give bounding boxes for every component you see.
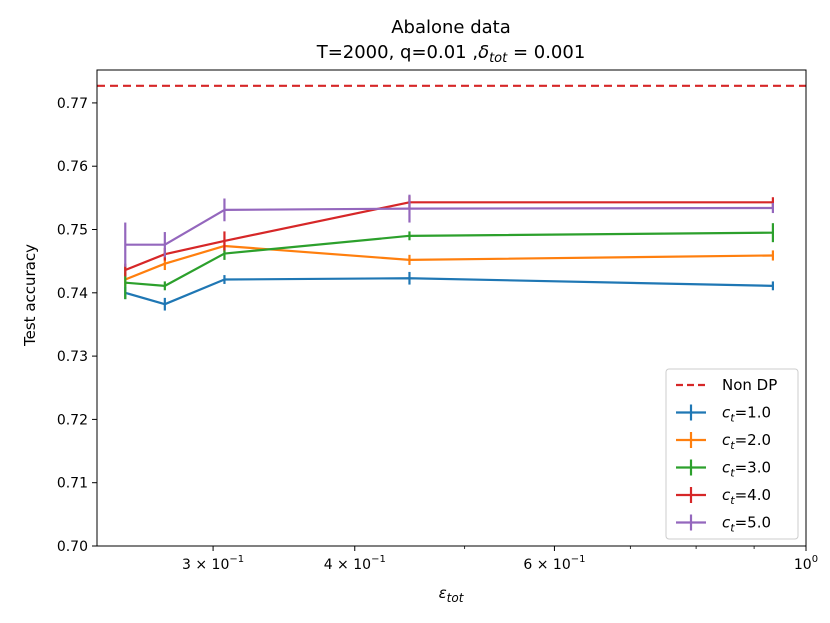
x-tick-label-exp-1: −1 xyxy=(229,554,244,565)
legend-label-series-1: ct=1.0 xyxy=(722,404,771,425)
legend-label-value-1: =1.0 xyxy=(735,404,771,422)
x-tick-label-4: 100 xyxy=(794,554,818,573)
legend-label-symbol-1: c xyxy=(722,404,731,422)
y-axis-label: Test accuracy xyxy=(21,244,39,347)
subtitle-delta-sub: tot xyxy=(489,51,508,66)
chart-subtitle: T=2000, q=0.01 ,δtot = 0.001 xyxy=(316,42,586,66)
legend-label-series-2: ct=2.0 xyxy=(722,431,771,452)
legend-label-symbol-5: c xyxy=(722,514,731,532)
x-tick-label-base-2: 4 × 10 xyxy=(324,557,371,573)
y-tick-label-4: 0.73 xyxy=(57,349,88,365)
legend-box xyxy=(665,368,799,540)
legend-label-non-dp: Non DP xyxy=(722,376,777,394)
legend-label-series-5: ct=5.0 xyxy=(722,514,771,535)
legend-label-sub-5: t xyxy=(730,522,735,535)
y-tick-label-8: 0.77 xyxy=(57,96,88,112)
legend-label-value-2: =2.0 xyxy=(735,431,771,449)
x-tick-label-2: 4 × 10−1 xyxy=(324,554,386,573)
legend-label-sub-1: t xyxy=(730,412,735,425)
x-tick-label-3: 6 × 10−1 xyxy=(523,554,585,573)
legend-label-symbol-3: c xyxy=(722,459,731,477)
subtitle-suffix: = 0.001 xyxy=(507,42,585,63)
y-tick-label-7: 0.76 xyxy=(57,159,88,175)
x-tick-label-1: 3 × 10−1 xyxy=(182,554,244,573)
x-tick-label-exp-3: −1 xyxy=(571,554,586,565)
legend-label-value-5: =5.0 xyxy=(735,514,771,532)
plot-area: 0.700.710.720.730.740.750.760.773 × 10−1… xyxy=(57,69,818,573)
y-tick-label-5: 0.74 xyxy=(57,286,88,302)
y-tick-label-3: 0.72 xyxy=(57,412,88,428)
legend-label-symbol-4: c xyxy=(722,486,731,504)
legend-label-sub-2: t xyxy=(730,439,735,452)
legend-label-value-4: =4.0 xyxy=(735,486,771,504)
legend-label-sub-4: t xyxy=(730,494,735,507)
x-tick-label-base-3: 6 × 10 xyxy=(523,557,570,573)
chart-title: Abalone data xyxy=(391,17,511,38)
x-tick-label-exp-4: 0 xyxy=(812,554,818,565)
legend-label-series-4: ct=4.0 xyxy=(722,486,771,507)
y-tick-label-6: 0.75 xyxy=(57,223,88,239)
legend-label-series-3: ct=3.0 xyxy=(722,459,771,480)
subtitle-prefix: T=2000, q=0.01 , xyxy=(316,42,478,63)
x-tick-label-base-1: 3 × 10 xyxy=(182,557,229,573)
legend-label-sub-3: t xyxy=(730,467,735,480)
legend-label-value-3: =3.0 xyxy=(735,459,771,477)
subtitle-delta: δ xyxy=(478,42,489,63)
x-axis-label-epsilon: ε xyxy=(439,584,447,602)
x-tick-label-exp-2: −1 xyxy=(371,554,386,565)
y-tick-label-1: 0.70 xyxy=(57,539,88,555)
axes-frame xyxy=(96,69,807,547)
x-axis-label: εtot xyxy=(439,584,465,605)
legend-label-symbol-2: c xyxy=(722,431,731,449)
x-axis-label-sub: tot xyxy=(447,591,465,605)
y-tick-label-2: 0.71 xyxy=(57,476,88,492)
x-tick-label-base-4: 10 xyxy=(794,557,812,573)
